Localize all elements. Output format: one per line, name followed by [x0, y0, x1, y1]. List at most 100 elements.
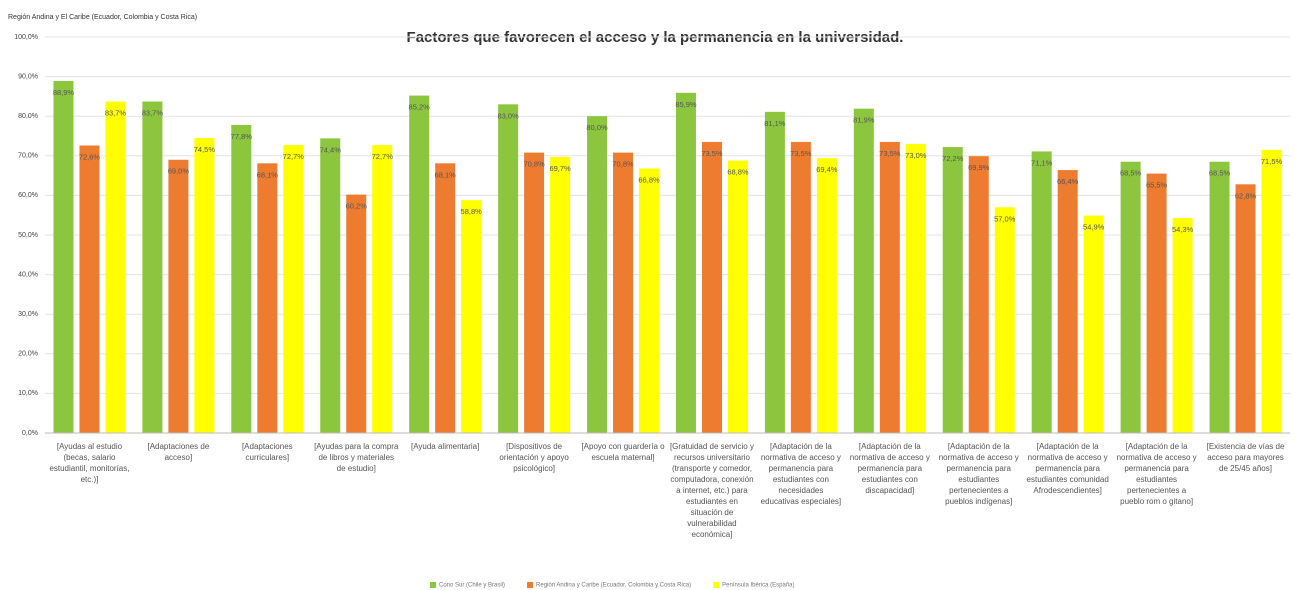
y-tick-label: 90,0% — [18, 73, 38, 80]
data-label: 73,5% — [701, 149, 723, 158]
x-tick-label: [Dispositivos de orientación y apoyo psi… — [499, 442, 569, 473]
data-label: 66,4% — [1057, 177, 1079, 186]
y-tick-label: 0,0% — [22, 430, 38, 437]
bar — [194, 137, 215, 434]
data-label: 85,9% — [675, 100, 697, 109]
data-label: 62,8% — [1235, 191, 1257, 200]
data-label: 69,0% — [168, 167, 190, 176]
data-label: 74,4% — [320, 145, 342, 154]
bar — [409, 95, 430, 433]
data-label: 54,3% — [1172, 225, 1194, 234]
data-label: 73,5% — [790, 149, 812, 158]
y-tick-label: 70,0% — [18, 153, 38, 160]
bar — [320, 138, 341, 433]
x-tick-label: [Adaptación de la normativa de acceso y … — [849, 442, 930, 495]
data-label: 74,5% — [194, 145, 216, 154]
data-label: 83,0% — [497, 111, 519, 120]
data-label: 85,2% — [409, 103, 431, 112]
bar — [968, 156, 989, 434]
bar — [879, 141, 900, 433]
bar — [79, 145, 100, 433]
data-label: 73,5% — [879, 149, 901, 158]
data-label: 72,7% — [283, 152, 305, 161]
x-tick-label: [Apoyo con guardería o escuela maternal] — [581, 442, 665, 462]
bar — [994, 207, 1015, 433]
y-tick-label: 10,0% — [18, 390, 38, 397]
bar — [587, 116, 608, 433]
data-label: 71,1% — [1031, 158, 1053, 167]
data-label: 71,5% — [1261, 157, 1283, 166]
data-label: 80,0% — [586, 123, 608, 132]
x-tick-label: [Adaptaciones curriculares] — [241, 442, 293, 462]
bar — [550, 156, 571, 433]
bar — [524, 152, 545, 433]
x-tick-label: [Ayuda alimentaria] — [410, 442, 480, 451]
bar — [816, 158, 837, 433]
x-tick-label: [Existencia de vías de acceso para mayor… — [1206, 442, 1285, 473]
x-tick-label: [Adaptación de la normativa de acceso y … — [1116, 442, 1197, 506]
bar — [346, 194, 367, 433]
data-label: 72,6% — [79, 152, 101, 161]
bar — [142, 101, 163, 433]
data-label: 60,2% — [346, 202, 368, 211]
data-label: 70,8% — [612, 160, 634, 169]
data-label: 88,9% — [53, 88, 75, 97]
bar — [372, 145, 393, 433]
bar — [727, 160, 748, 433]
data-label: 77,8% — [231, 132, 253, 141]
chart-subtitle: Región Andina y El Caribe (Ecuador, Colo… — [8, 14, 197, 21]
data-label: 72,7% — [372, 152, 394, 161]
x-tick-label: [Ayudas para la compra de libros y mater… — [314, 442, 399, 473]
data-label: 69,7% — [549, 164, 571, 173]
x-tick-label: [Adaptaciones de acceso] — [147, 442, 210, 462]
data-label: 54,9% — [1083, 223, 1105, 232]
legend-swatch — [430, 582, 436, 588]
x-tick-label: [Adaptación de la normativa de acceso y … — [760, 442, 842, 506]
bar — [283, 145, 304, 433]
data-label: 69,9% — [968, 163, 990, 172]
data-label: 68,1% — [257, 170, 279, 179]
bar — [639, 168, 660, 434]
bar — [613, 152, 634, 433]
bar — [168, 159, 189, 433]
data-label: 83,7% — [105, 109, 127, 118]
legend-swatch — [527, 582, 534, 588]
bar — [461, 200, 482, 433]
legend-label: Región Andina y Caribe (Ecuador, Colombi… — [536, 583, 691, 589]
data-label: 69,4% — [816, 165, 838, 174]
y-tick-label: 40,0% — [18, 271, 38, 278]
bar — [853, 108, 874, 434]
data-label: 68,1% — [435, 170, 457, 179]
bar — [1057, 170, 1078, 433]
y-tick-label: 60,0% — [18, 192, 38, 199]
data-label: 66,8% — [638, 175, 660, 184]
bar — [1120, 161, 1141, 434]
bar — [1146, 173, 1167, 433]
bar — [1083, 215, 1104, 433]
bar — [498, 104, 519, 433]
data-label: 58,8% — [461, 207, 483, 216]
y-tick-label: 50,0% — [18, 232, 38, 239]
bar — [435, 163, 456, 433]
bar — [105, 101, 126, 433]
y-tick-label: 20,0% — [18, 351, 38, 358]
bar — [905, 143, 926, 434]
y-tick-label: 100,0% — [14, 34, 38, 41]
data-label: 81,9% — [853, 116, 875, 125]
y-tick-label: 30,0% — [18, 311, 38, 318]
data-label: 68,5% — [1209, 169, 1231, 178]
x-tick-label: [Ayudas al estudio (becas, salario estud… — [49, 442, 130, 484]
data-label: 72,2% — [942, 154, 964, 163]
y-tick-label: 80,0% — [18, 113, 38, 120]
bar — [231, 124, 252, 434]
bar — [675, 92, 696, 433]
x-tick-label: [Adaptación de la normativa de acceso y … — [938, 442, 1019, 506]
bar — [942, 147, 963, 433]
data-label: 81,1% — [764, 119, 786, 128]
bar — [764, 111, 785, 434]
data-label: 68,8% — [727, 168, 749, 177]
bar — [1261, 149, 1282, 434]
bar — [1031, 151, 1052, 433]
